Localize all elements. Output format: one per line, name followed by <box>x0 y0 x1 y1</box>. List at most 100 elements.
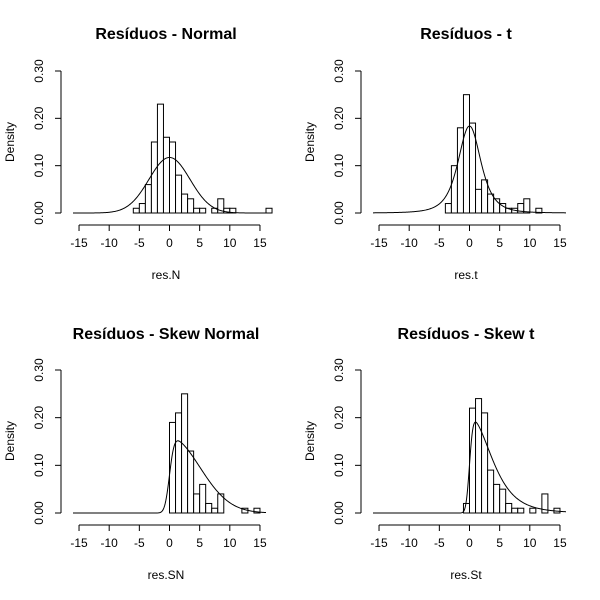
histogram-bar <box>199 207 207 214</box>
histogram-bar <box>132 207 140 214</box>
y-tick-label: 0.00 <box>32 501 46 525</box>
histogram-bar <box>469 122 477 214</box>
x-axis: -15 -10 -5 0 5 10 15 <box>370 524 567 550</box>
x-tick-label: -15 <box>70 536 88 550</box>
y-axis: 0.00 0.10 0.20 0.30 <box>332 59 362 225</box>
histogram-bar <box>175 412 183 514</box>
x-axis: -15 -10 -5 0 5 10 15 <box>370 224 567 250</box>
histogram-bar <box>144 184 152 214</box>
y-tick-label: 0.30 <box>332 59 346 83</box>
y-axis: 0.00 0.10 0.20 0.30 <box>32 59 62 225</box>
histogram-bar <box>523 198 531 214</box>
histogram-bar <box>450 165 458 214</box>
histogram-bar <box>187 450 195 514</box>
x-tick-label: -5 <box>134 236 145 250</box>
x-tick-label: -15 <box>370 536 388 550</box>
density-curve <box>372 125 567 214</box>
x-tick-label: 10 <box>523 536 537 550</box>
y-tick-label: 0.10 <box>332 453 346 477</box>
y-tick-label: 0.30 <box>32 59 46 83</box>
y-tick-label: 0.20 <box>332 106 346 130</box>
histogram-bar <box>181 193 189 214</box>
histogram-bar <box>511 507 519 514</box>
histogram-bar <box>193 493 201 514</box>
histogram-bar <box>444 203 452 214</box>
y-tick-label: 0.10 <box>32 154 46 178</box>
y-axis: 0.00 0.10 0.20 0.30 <box>332 358 362 525</box>
y-tick-label: 0.00 <box>332 201 346 225</box>
histogram-bar <box>505 502 513 514</box>
bars <box>462 398 561 514</box>
x-tick-label: 5 <box>496 236 503 250</box>
histogram-bar <box>205 502 213 514</box>
histogram-bar <box>156 103 164 214</box>
x-tick-label: 0 <box>466 536 473 550</box>
x-axis: -15 -10 -5 0 5 10 15 <box>70 524 267 550</box>
panel-title: Resíduos - Skew t <box>398 326 536 343</box>
panel-title: Resíduos - Normal <box>95 26 236 43</box>
y-axis-label: Density <box>3 421 17 461</box>
x-axis: -15 -10 -5 0 5 10 15 <box>70 224 267 250</box>
histogram-bar <box>175 174 183 214</box>
x-tick-label: 10 <box>223 236 237 250</box>
density-curve <box>73 156 266 214</box>
histogram-bar <box>193 207 201 214</box>
panel-title: Resíduos - Skew Normal <box>73 326 260 343</box>
histogram-bar <box>199 483 207 514</box>
histogram-bar <box>187 198 195 214</box>
x-tick-label: -10 <box>401 236 419 250</box>
bars <box>169 393 261 514</box>
x-tick-label: -5 <box>434 236 445 250</box>
histogram-bar <box>475 398 483 514</box>
x-tick-label: -5 <box>134 536 145 550</box>
x-axis-label: res.t <box>454 268 478 282</box>
x-tick-label: 15 <box>553 236 567 250</box>
histogram-bar <box>265 207 273 214</box>
histogram-bar <box>475 188 483 214</box>
y-tick-label: 0.00 <box>32 201 46 225</box>
x-tick-label: -10 <box>101 236 119 250</box>
x-tick-label: 0 <box>166 536 173 550</box>
y-axis: 0.00 0.10 0.20 0.30 <box>32 358 62 525</box>
x-tick-label: 10 <box>223 536 237 550</box>
panel-skew-t: Resíduos - Skew t Density res.St 0.00 0.1… <box>303 326 567 582</box>
histogram-bar <box>162 136 170 214</box>
y-axis-label: Density <box>3 122 17 162</box>
y-tick-label: 0.10 <box>32 453 46 477</box>
x-tick-label: -15 <box>70 236 88 250</box>
x-axis-label: res.SN <box>148 568 185 582</box>
x-tick-label: 0 <box>166 236 173 250</box>
y-tick-label: 0.20 <box>332 406 346 430</box>
histogram-bar <box>529 507 537 514</box>
x-tick-label: 5 <box>196 236 203 250</box>
histogram-bar <box>211 507 219 514</box>
x-tick-label: 15 <box>253 236 267 250</box>
panel-skew-normal: Resíduos - Skew Normal Density res.SN 0.… <box>3 326 267 582</box>
histogram-bar <box>487 469 495 514</box>
histogram-bar <box>535 207 543 214</box>
y-tick-label: 0.20 <box>32 406 46 430</box>
x-tick-label: 15 <box>253 536 267 550</box>
histogram-bar <box>481 179 489 214</box>
histogram-bar <box>517 507 525 514</box>
bars <box>132 103 273 214</box>
density-curve <box>73 440 267 514</box>
x-tick-label: -10 <box>101 536 119 550</box>
y-axis-label: Density <box>303 122 317 162</box>
panel-t: Resíduos - t Density res.t 0.000.100.200… <box>303 26 567 282</box>
density-curve <box>373 421 567 514</box>
histogram-bar <box>150 141 158 214</box>
histogram-bar <box>487 193 495 214</box>
histogram-bar <box>169 141 177 214</box>
histogram-bar <box>217 493 225 514</box>
x-axis-label: res.St <box>450 568 482 582</box>
y-tick-label: 0.00 <box>332 501 346 525</box>
x-axis-label: res.N <box>152 268 181 282</box>
x-tick-label: -15 <box>370 236 388 250</box>
x-tick-label: 10 <box>523 236 537 250</box>
histogram-bar <box>481 412 489 514</box>
histogram-bar <box>253 507 261 514</box>
x-tick-label: 5 <box>496 536 503 550</box>
y-tick-label: 0.10 <box>332 154 346 178</box>
